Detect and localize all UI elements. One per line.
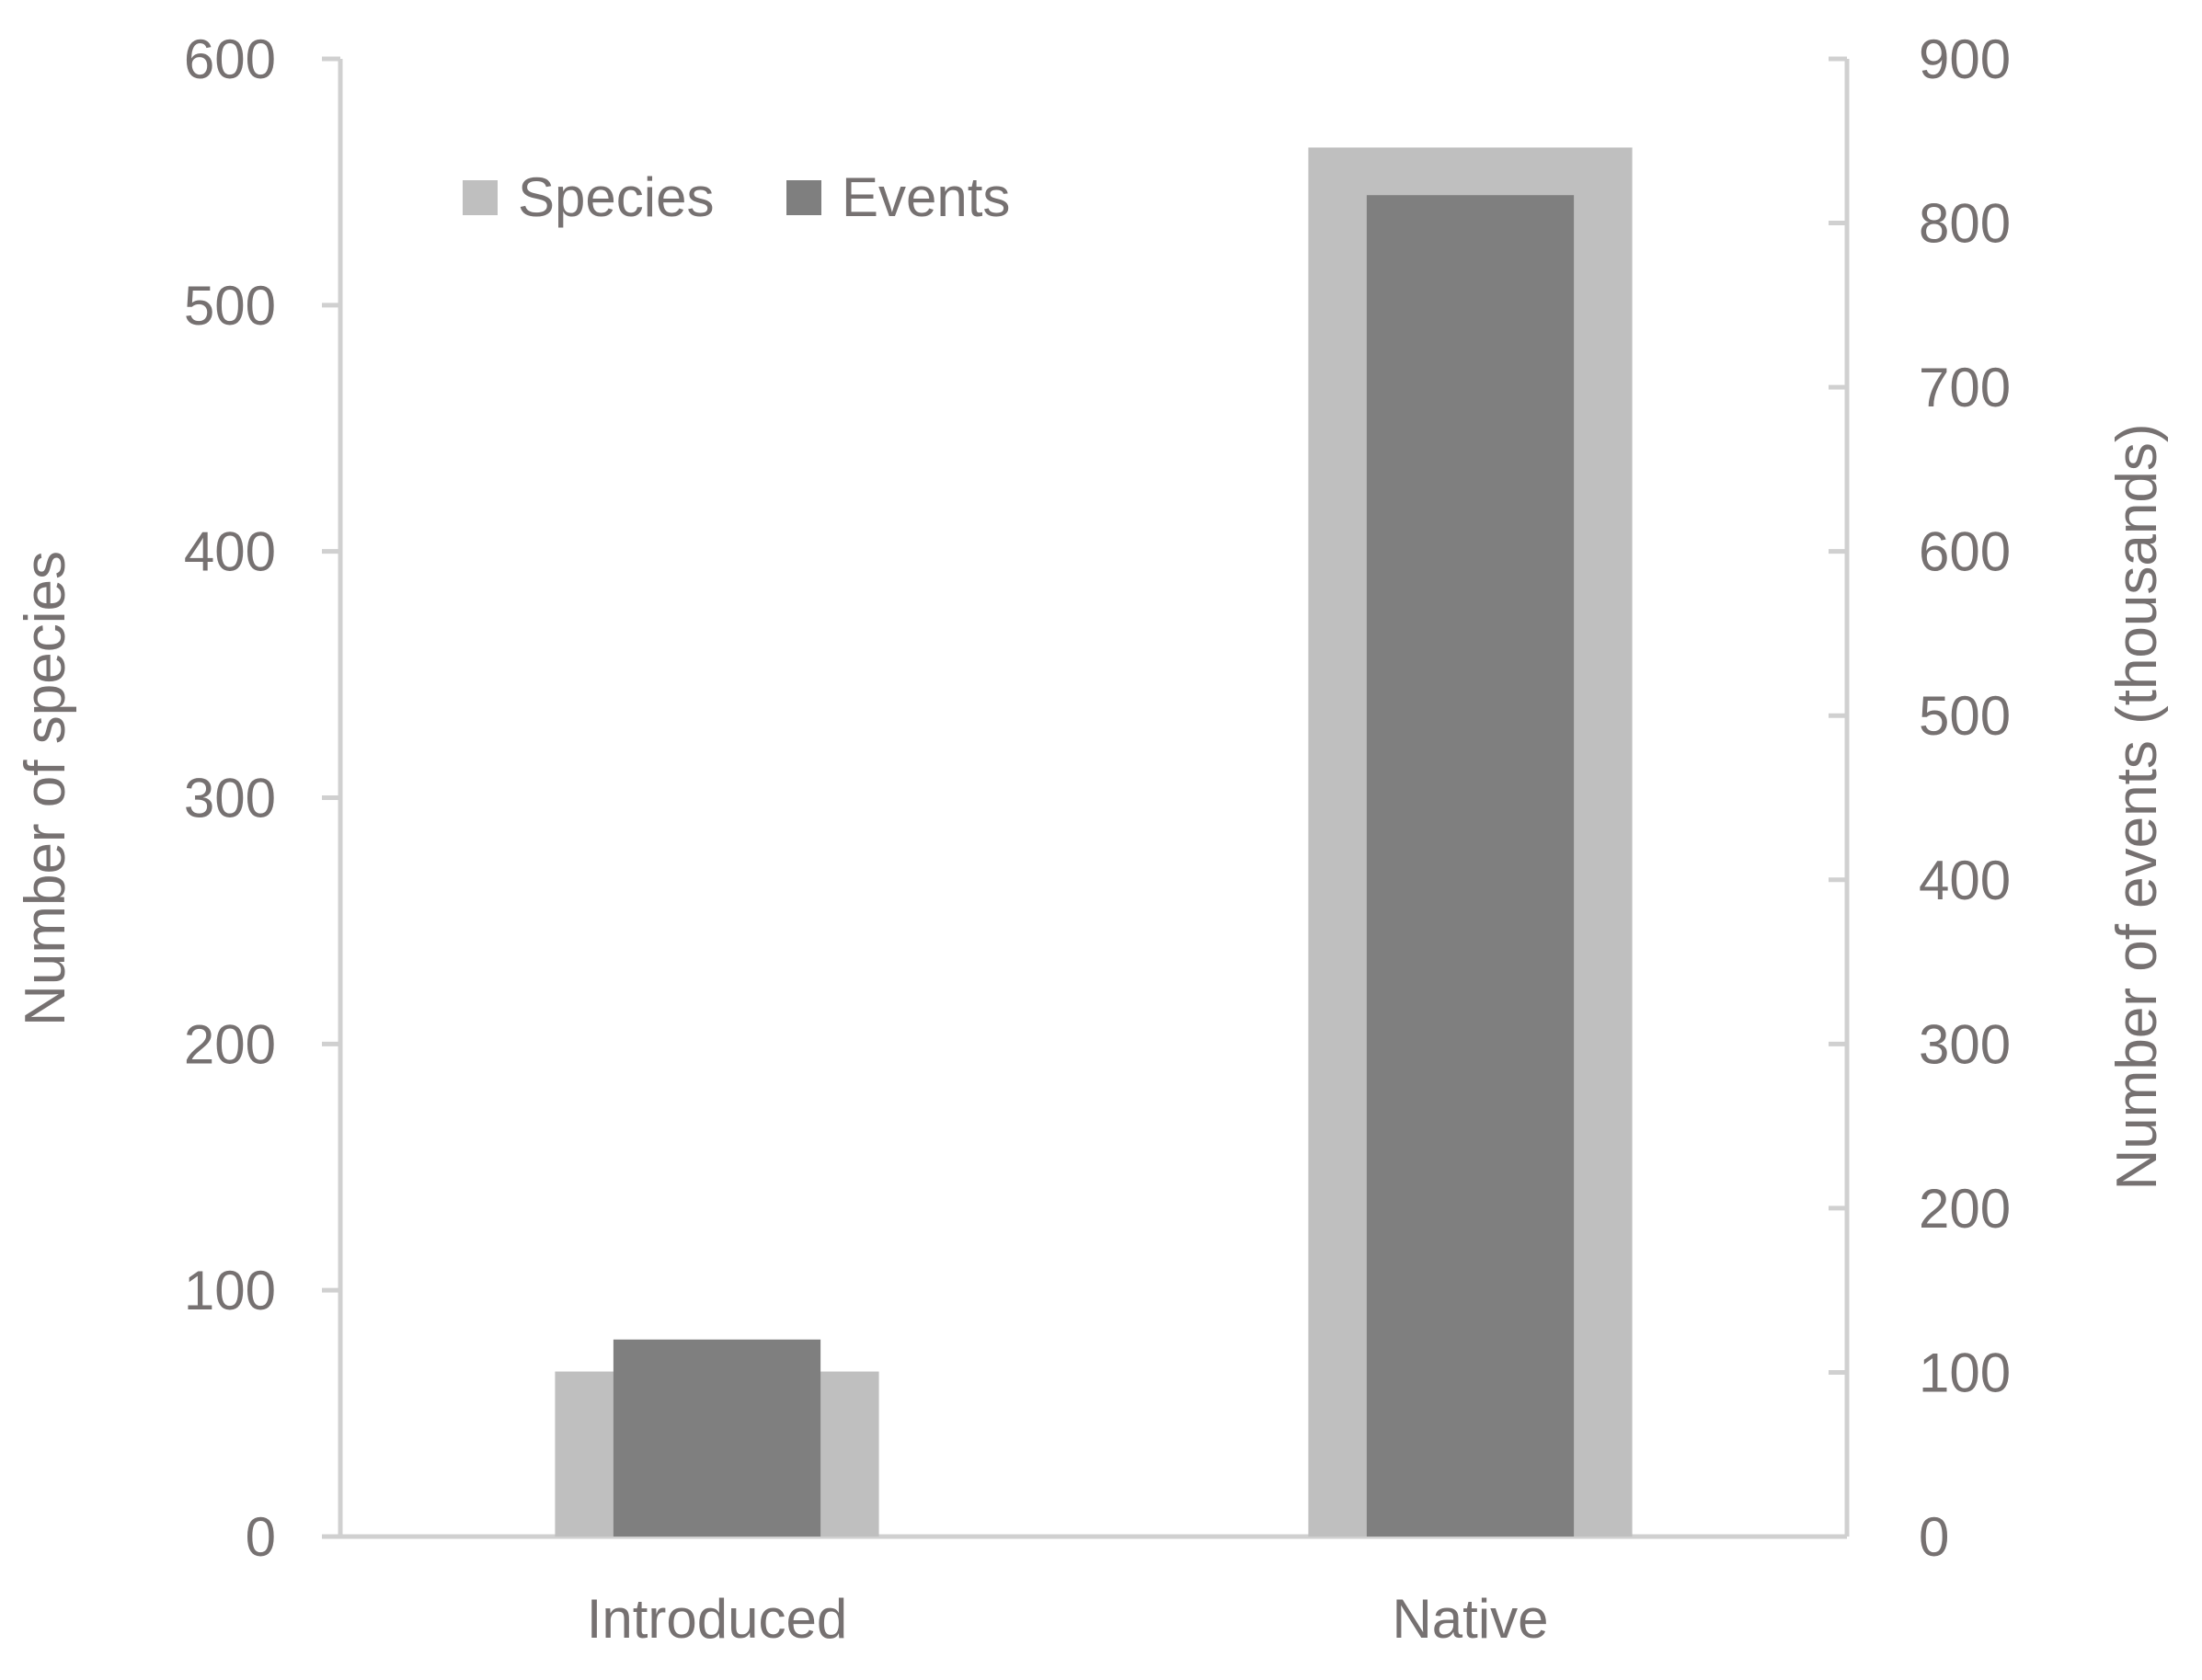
left-y-ticks: 0 100 200 300 400 500 600 [184,29,340,1568]
legend-swatch-events [786,180,821,215]
legend-label-species: Species [518,166,714,228]
x-tick-label: Introduced [587,1588,848,1650]
right-y-tick-label: 800 [1919,193,2011,255]
x-tick-label: Native [1392,1588,1548,1650]
right-y-tick-label: 900 [1919,29,2011,90]
right-y-tick-label: 100 [1919,1342,2011,1403]
y-axis-title-left: Number of species [14,551,77,1026]
right-y-tick-label: 600 [1919,521,2011,583]
right-y-tick-label: 200 [1919,1178,2011,1240]
y-axis-title-right: Number of events (thousands) [2105,424,2169,1191]
right-y-tick-label: 500 [1919,685,2011,747]
left-y-tick-label: 400 [184,521,276,583]
bar-events-native [1366,195,1575,1537]
right-y-ticks: 0 100 200 300 400 500 600 700 800 900 [1829,29,2011,1568]
left-y-tick-label: 600 [184,29,276,90]
bar-events-introduced [613,1339,821,1537]
right-y-tick-label: 700 [1919,357,2011,418]
left-y-tick-label: 300 [184,768,276,829]
bars [555,147,1633,1537]
legend-label-events: Events [842,166,1010,228]
left-y-tick-label: 200 [184,1013,276,1075]
right-y-tick-label: 300 [1919,1013,2011,1075]
right-y-tick-label: 400 [1919,850,2011,911]
left-y-tick-label: 0 [246,1506,276,1568]
x-tick-labels: Introduced Native [587,1588,1549,1650]
left-y-tick-label: 100 [184,1260,276,1321]
legend-swatch-species [463,180,498,215]
legend: Species Events [463,166,1010,228]
right-y-tick-label: 0 [1919,1506,1949,1568]
left-y-tick-label: 500 [184,275,276,337]
